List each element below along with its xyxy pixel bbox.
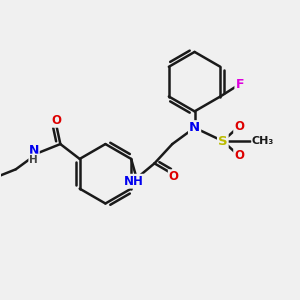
Text: O: O [234, 120, 244, 133]
Text: N: N [28, 144, 39, 157]
Text: F: F [236, 78, 244, 91]
Text: CH₃: CH₃ [252, 136, 274, 146]
Text: O: O [169, 170, 179, 183]
Text: H: H [29, 154, 38, 164]
Text: O: O [51, 114, 61, 127]
Text: NH: NH [124, 175, 144, 188]
Text: O: O [234, 149, 244, 162]
Text: N: N [189, 121, 200, 134]
Text: S: S [218, 135, 228, 148]
